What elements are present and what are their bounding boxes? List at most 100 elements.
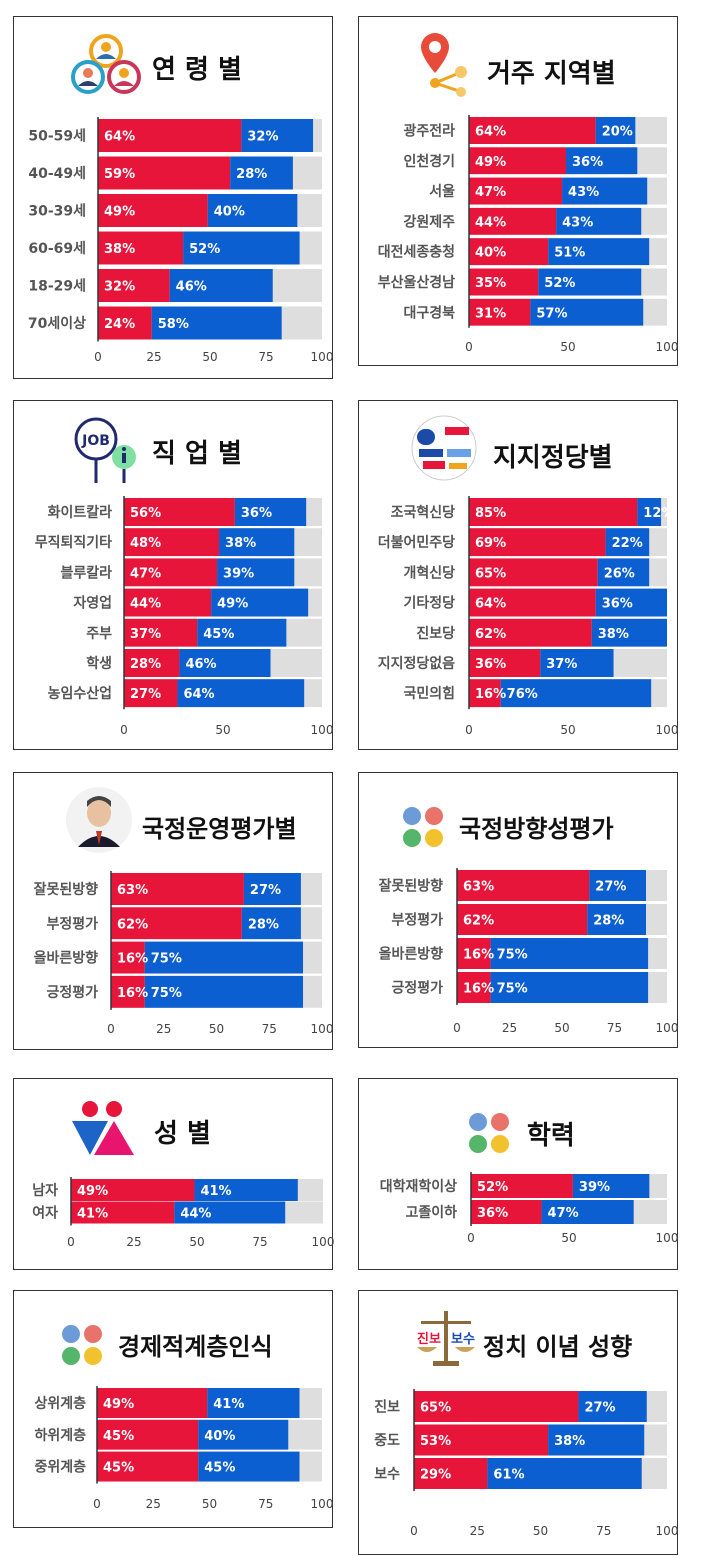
admin-eval-chart: 잘못된방향 63% 27%부정평가 62% 28%올바른방향 16% 75%긍정평가 16% 7… — [34, 871, 333, 1036]
blue-data-label: 45% — [204, 1461, 235, 1476]
category-label: 40-49세 — [28, 166, 86, 182]
red-data-label: 56% — [130, 506, 161, 521]
bar-blue — [179, 649, 271, 677]
x-tick-label: 0 — [453, 1021, 461, 1035]
category-label: 하위계층 — [34, 1427, 86, 1444]
blue-data-label: 57% — [536, 306, 567, 321]
blue-data-label: 37% — [546, 657, 577, 672]
bar-red — [469, 588, 596, 617]
category-label: 광주전라 — [403, 123, 455, 140]
bar-blue — [597, 558, 650, 587]
red-data-label: 49% — [103, 1397, 134, 1412]
bar-blue — [241, 907, 301, 940]
bar-red — [111, 975, 145, 1008]
icon-label-progressive: 진보 — [417, 1331, 441, 1347]
blue-data-label: 51% — [554, 246, 585, 261]
blue-data-label: 41% — [213, 1397, 244, 1412]
blue-data-label: 46% — [185, 657, 216, 672]
bar-red — [124, 588, 212, 617]
x-tick-label: 0 — [107, 1022, 115, 1036]
category-label: 화이트칼라 — [48, 504, 113, 521]
blue-data-label: 36% — [572, 155, 603, 170]
bar-blue — [490, 938, 649, 969]
panel-title: 연 령 별 — [152, 55, 242, 85]
blue-data-label: 43% — [562, 215, 593, 230]
panel-education: 학력 대학재학이상 52% 39% 고졸이하 36% 47% 0 50 100 — [358, 1078, 678, 1270]
bar-red — [97, 1388, 208, 1418]
category-label: 50-59세 — [28, 129, 86, 145]
x-tick-label: 50 — [202, 350, 217, 364]
x-tick-label: 50 — [561, 1231, 576, 1245]
red-data-label: 62% — [475, 627, 506, 642]
party-chart: 조국혁신당 85% 12% 더불어민주당 69% 22% 개혁신당 65% 26% 기타정당 64%… — [378, 496, 678, 737]
red-data-label: 49% — [104, 205, 135, 220]
bar-blue — [230, 156, 293, 190]
panel-direction-eval: 국정방향성평가 잘못된방향 63% 27% 부정평가 62% 28% 올바른방향 16% 75%… — [358, 772, 678, 1048]
bar-blue — [197, 618, 287, 647]
bar-blue — [556, 207, 642, 235]
category-label: 60-69세 — [28, 241, 86, 257]
x-tick-label: 25 — [146, 350, 161, 364]
x-tick-label: 25 — [156, 1022, 171, 1036]
red-data-label: 63% — [463, 880, 494, 895]
red-data-label: 85% — [475, 506, 506, 521]
red-data-label: 16% — [463, 948, 494, 963]
region-chart: 광주전라 64% 20% 인천경기 49% 36% 서울 47% 43% 강원제주 44% 43% 대전… — [378, 115, 678, 354]
red-data-label: 64% — [104, 130, 135, 145]
x-tick-label: 100 — [656, 1524, 679, 1538]
category-label: 잘못된방향 — [34, 881, 99, 898]
red-data-label: 45% — [103, 1461, 134, 1476]
red-data-label: 44% — [130, 597, 161, 612]
bar-red — [124, 558, 218, 587]
bar-red — [469, 618, 592, 647]
red-data-label: 64% — [475, 597, 506, 612]
bar-blue — [144, 941, 304, 974]
x-tick-label: 100 — [656, 1021, 679, 1035]
red-data-label: 64% — [475, 125, 506, 140]
x-tick-label: 50 — [533, 1524, 548, 1538]
bar-red — [111, 941, 145, 974]
bar-red — [97, 1451, 199, 1482]
category-label: 진보 — [374, 1399, 400, 1416]
x-tick-label: 50 — [209, 1022, 224, 1036]
blue-data-label: 75% — [151, 952, 182, 967]
x-tick-label: 50 — [215, 723, 230, 737]
bar-red — [71, 1201, 175, 1224]
category-label: 더불어민주당 — [378, 534, 455, 551]
gender-icon — [70, 1101, 136, 1157]
category-label: 무직퇴직기타 — [35, 534, 112, 551]
category-label: 올바른방향 — [34, 950, 99, 967]
x-tick-label: 100 — [311, 350, 334, 364]
blue-data-label: 20% — [602, 125, 633, 140]
x-tick-label: 75 — [258, 350, 273, 364]
panel-gender: 성 별 남자 49% 41% 여자 41% 44% 0 25 50 75 100 — [13, 1078, 334, 1270]
bar-red — [124, 528, 220, 557]
age-chart: 50-59세 64% 32% 40-49세 59% 28% 30-39세 49% 40% 60-6… — [28, 117, 334, 364]
x-tick-label: 0 — [467, 1231, 475, 1245]
x-tick-label: 75 — [252, 1235, 267, 1249]
bar-blue — [562, 177, 648, 205]
blue-data-label: 46% — [176, 280, 207, 295]
bar-blue — [217, 558, 295, 587]
people-group-icon — [70, 31, 142, 95]
blue-data-label: 26% — [604, 566, 635, 581]
blue-data-label: 58% — [158, 317, 189, 332]
panel-title: 학력 — [527, 1121, 575, 1151]
red-data-label: 47% — [130, 566, 161, 581]
red-data-label: 48% — [130, 536, 161, 551]
x-tick-label: 100 — [656, 1231, 679, 1245]
bar-blue — [591, 618, 667, 647]
ideology-chart: 진보 65% 27% 중도 53% 38% 보수 29% 61% 0 25 50 75 100 — [374, 1389, 679, 1538]
bar-red — [469, 528, 606, 557]
bar-blue — [637, 498, 662, 526]
x-tick-label: 50 — [189, 1235, 204, 1249]
bar-red — [98, 269, 170, 302]
bar-blue — [241, 119, 314, 152]
bar-red — [457, 972, 491, 1003]
bar-red — [469, 298, 531, 326]
bar-blue — [566, 147, 638, 175]
bar-red — [471, 1174, 573, 1198]
red-data-label: 36% — [475, 657, 506, 672]
bar-red — [469, 117, 596, 144]
red-data-label: 32% — [104, 280, 135, 295]
